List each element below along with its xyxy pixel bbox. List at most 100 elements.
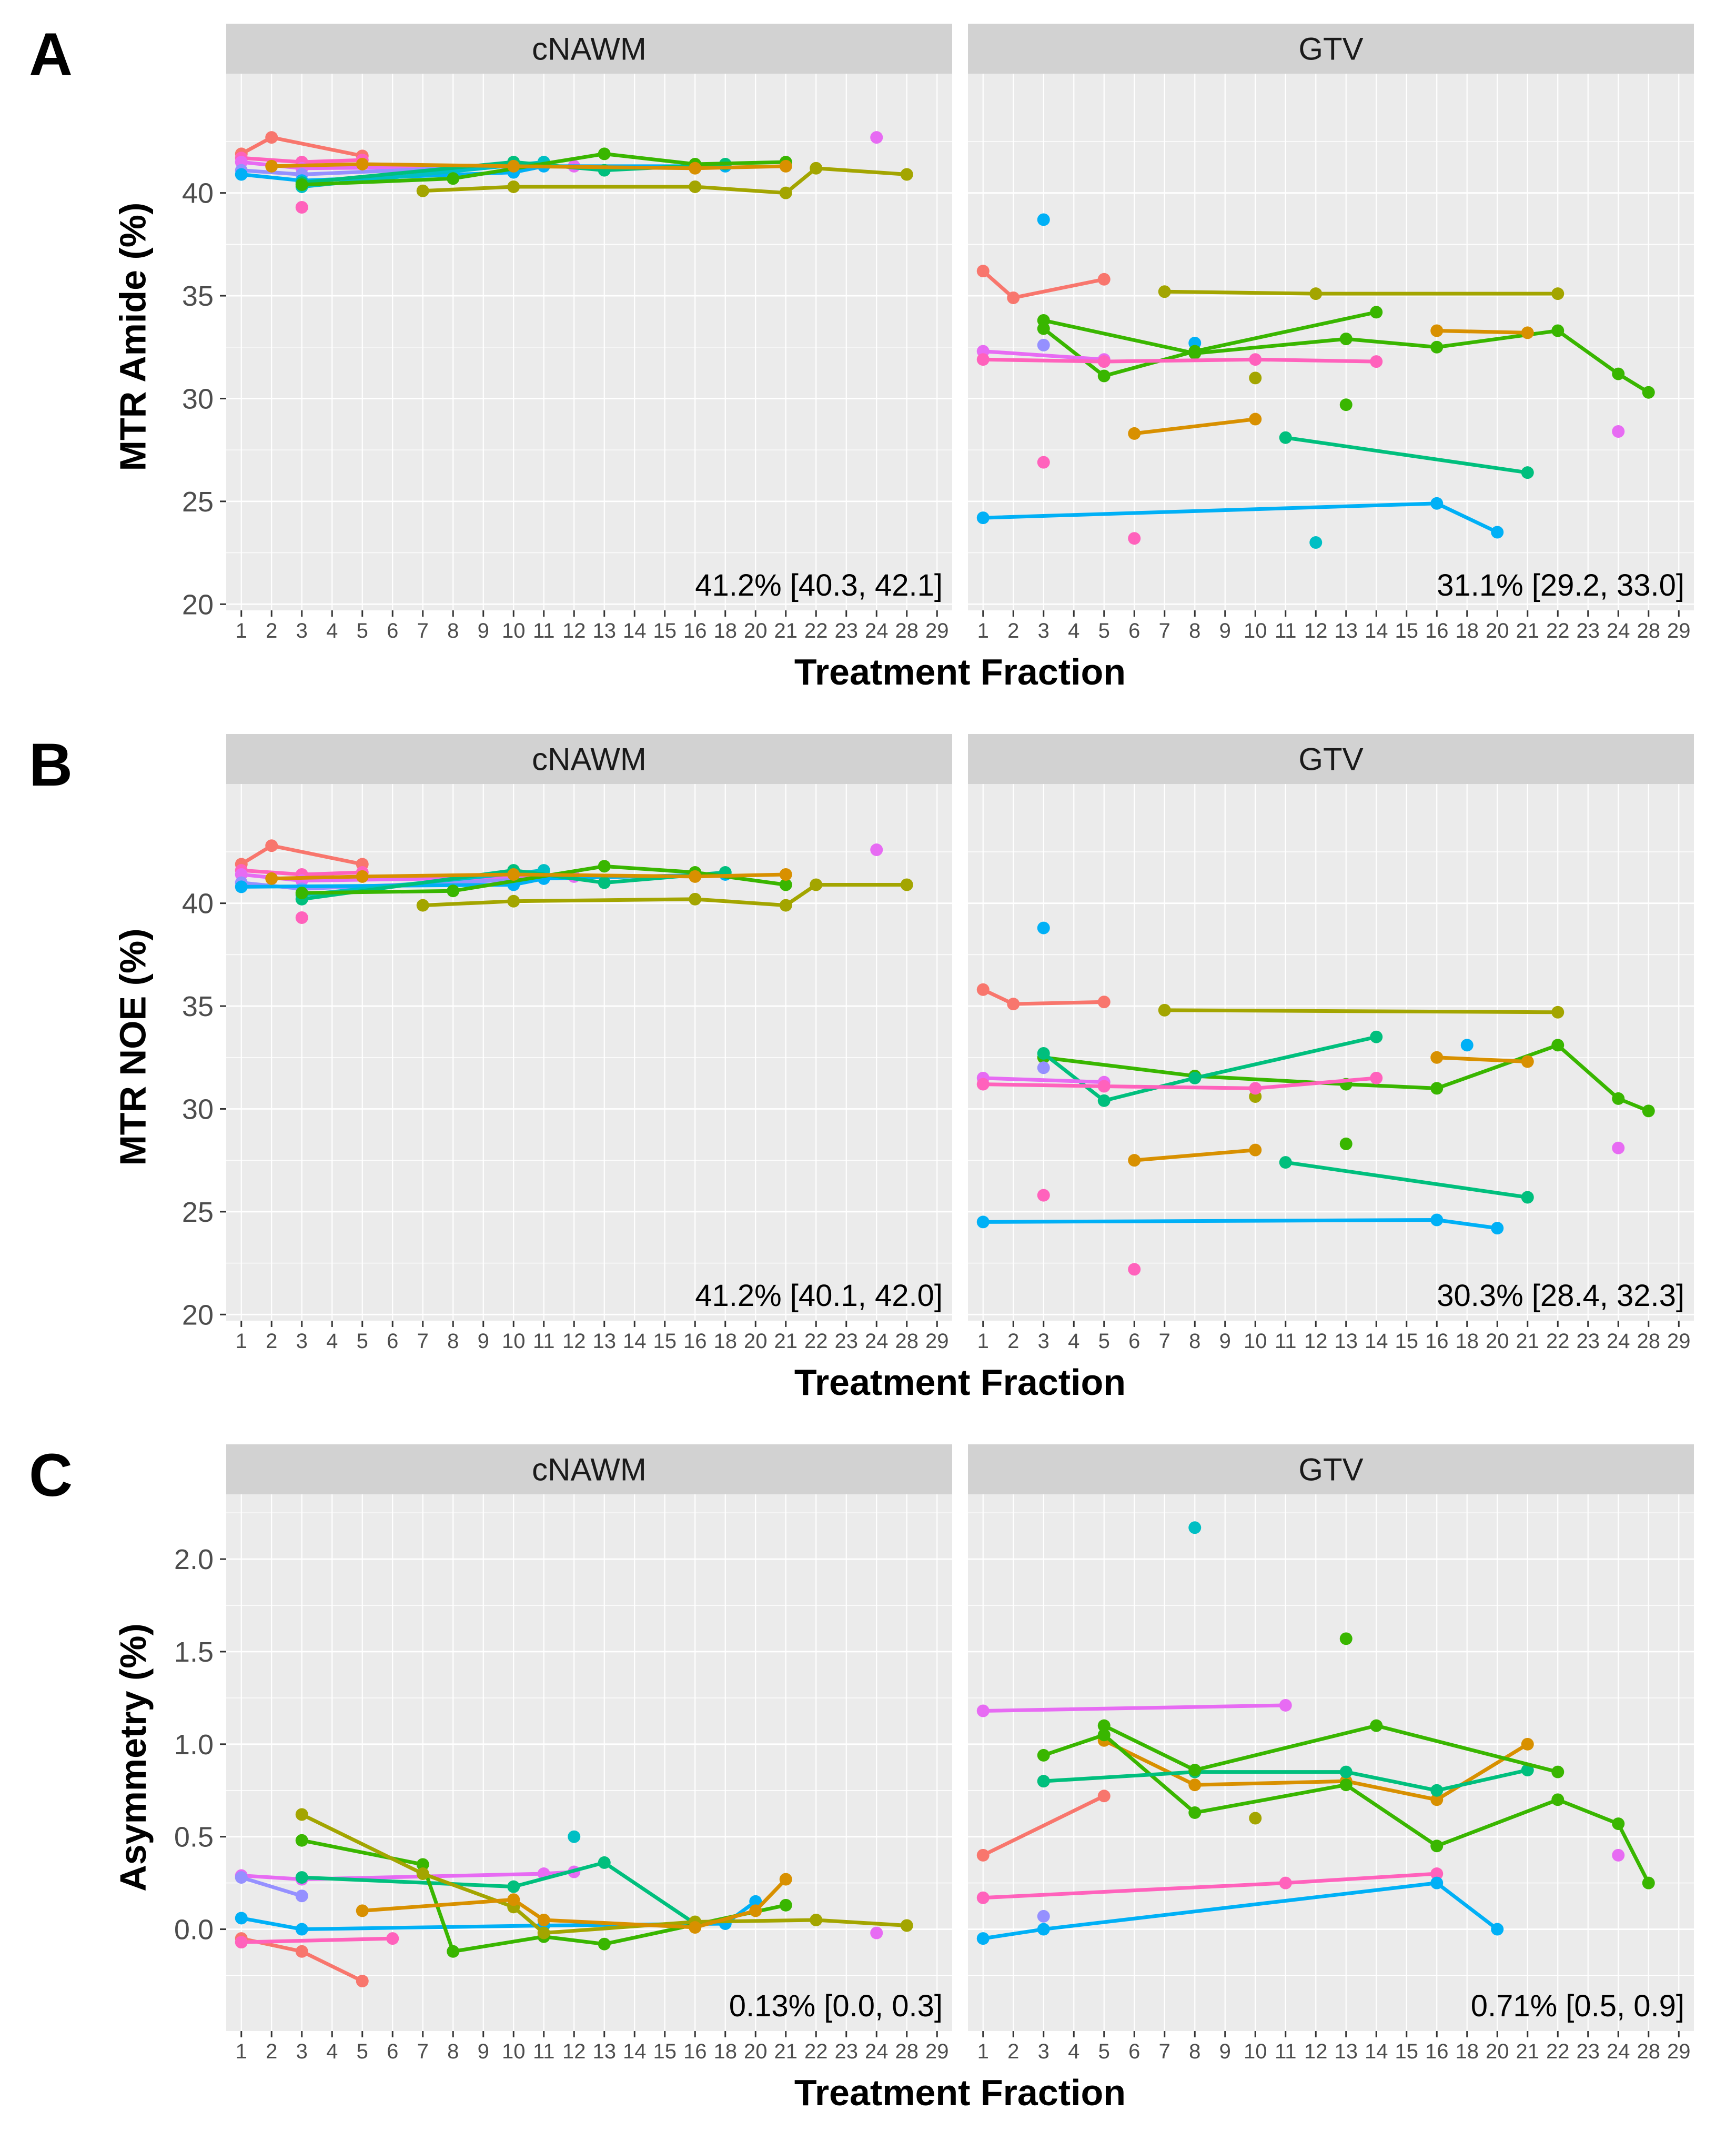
data-point	[1430, 340, 1444, 354]
data-point	[598, 1856, 611, 1869]
data-point	[1097, 996, 1111, 1009]
data-point	[900, 168, 913, 181]
data-point	[976, 353, 990, 366]
x-tick-label: 20	[744, 2040, 768, 2063]
data-point	[1188, 1806, 1202, 1819]
x-tick-label: 20	[1486, 619, 1509, 642]
plot-background	[226, 784, 952, 1321]
data-point	[235, 1871, 248, 1884]
x-tick-label: 11	[1275, 2040, 1297, 2063]
series-line	[981, 1881, 1499, 1941]
facet-strip	[226, 1444, 952, 1494]
data-point	[1249, 371, 1262, 385]
x-tick-label: 28	[1637, 1330, 1661, 1353]
data-point	[235, 1912, 248, 1925]
x-tick-label: 6	[387, 619, 398, 642]
data-point	[1339, 1765, 1353, 1778]
data-point	[1430, 1784, 1444, 1797]
x-tick-label: 1	[236, 619, 247, 642]
data-point	[1339, 1778, 1353, 1792]
data-point	[900, 1919, 913, 1932]
y-tick-label: 0.5	[174, 1822, 214, 1853]
facet-strip	[968, 24, 1694, 74]
series-line	[981, 1076, 1106, 1084]
x-tick-label: 4	[326, 619, 338, 642]
x-tick-label: 6	[387, 1330, 398, 1353]
data-point	[1339, 1632, 1353, 1645]
data-point	[1037, 1748, 1050, 1762]
data-point	[1037, 456, 1050, 469]
x-tick-label: 6	[1128, 619, 1140, 642]
data-point	[689, 892, 702, 906]
data-point	[295, 1923, 308, 1936]
data-point	[1188, 1764, 1202, 1777]
x-tick-label: 9	[1219, 619, 1231, 642]
data-point	[295, 887, 308, 900]
data-point	[507, 1880, 520, 1893]
x-tick-label: 22	[1546, 619, 1570, 642]
data-point	[447, 884, 460, 898]
facet-strip	[968, 1444, 1694, 1494]
data-point	[295, 1871, 308, 1884]
data-point	[689, 162, 702, 175]
data-point	[507, 868, 520, 881]
x-tick-label: 8	[447, 2040, 459, 2063]
x-tick-label: 24	[1607, 1330, 1630, 1353]
data-point	[447, 172, 460, 185]
x-tick-label: 21	[774, 619, 798, 642]
panel-A-ylabel: MTR Amide (%)	[112, 202, 154, 471]
data-point	[386, 1932, 399, 1945]
data-point	[779, 186, 792, 199]
data-point	[689, 1921, 702, 1934]
x-tick-label: 12	[1304, 1330, 1328, 1353]
x-tick-label: 5	[1098, 2040, 1110, 2063]
panel-B-ylabel: MTR NOE (%)	[112, 928, 154, 1166]
y-tick-label: 25	[182, 1197, 214, 1228]
x-tick-label: 28	[895, 619, 919, 642]
x-tick-label: 29	[925, 1330, 949, 1353]
x-tick-label: 12	[1304, 2040, 1328, 2063]
y-tick-label: 1.0	[174, 1729, 214, 1761]
facet-strip	[226, 24, 952, 74]
facet-annotation: 30.3% [28.4, 32.3]	[1437, 1279, 1684, 1313]
series-line	[239, 1936, 395, 1944]
panel-B-letter: B	[29, 731, 73, 799]
data-point	[1521, 466, 1534, 479]
x-tick-label: 20	[1486, 1330, 1509, 1353]
x-tick-label: 4	[1068, 1330, 1079, 1353]
plot-background	[968, 1494, 1694, 2031]
x-tick-label: 8	[447, 619, 459, 642]
panel-C-ylabel-wrap: Asymmetry (%)	[103, 1444, 163, 2070]
x-tick-label: 10	[1244, 2040, 1267, 2063]
data-point	[1370, 1030, 1383, 1043]
data-point	[1551, 1039, 1565, 1052]
data-point	[976, 1078, 990, 1091]
series-line	[239, 1875, 304, 1898]
panel-A-xlabel: Treatment Fraction	[794, 651, 1126, 692]
data-point	[1037, 1909, 1050, 1923]
x-tick-label: 14	[623, 2040, 647, 2063]
x-tick-label: 13	[1335, 1330, 1358, 1353]
x-tick-label: 10	[1244, 1330, 1267, 1353]
data-point	[749, 1904, 762, 1917]
x-tick-label: 12	[562, 2040, 586, 2063]
data-point	[295, 1889, 308, 1903]
data-point	[976, 1848, 990, 1862]
facet-strip-label: GTV	[1298, 32, 1363, 67]
data-point	[265, 839, 278, 852]
data-point	[416, 899, 429, 912]
x-tick-label: 15	[1395, 2040, 1419, 2063]
series-line	[1284, 436, 1530, 475]
x-tick-label: 5	[357, 1330, 368, 1353]
plot-background	[968, 784, 1694, 1321]
y-tick-label: 0.0	[174, 1914, 214, 1946]
data-point	[1612, 425, 1625, 438]
data-point	[416, 1867, 429, 1881]
x-tick-label: 10	[1244, 619, 1267, 642]
data-point	[1642, 386, 1655, 399]
data-point	[537, 1913, 550, 1926]
data-point	[235, 168, 248, 181]
panel-B-plots: cNAWM 1 2 3 4 5 6 7 8 9 10 11 12 13 14 15 16 18 20 21 22 23 24…	[163, 734, 1725, 1421]
